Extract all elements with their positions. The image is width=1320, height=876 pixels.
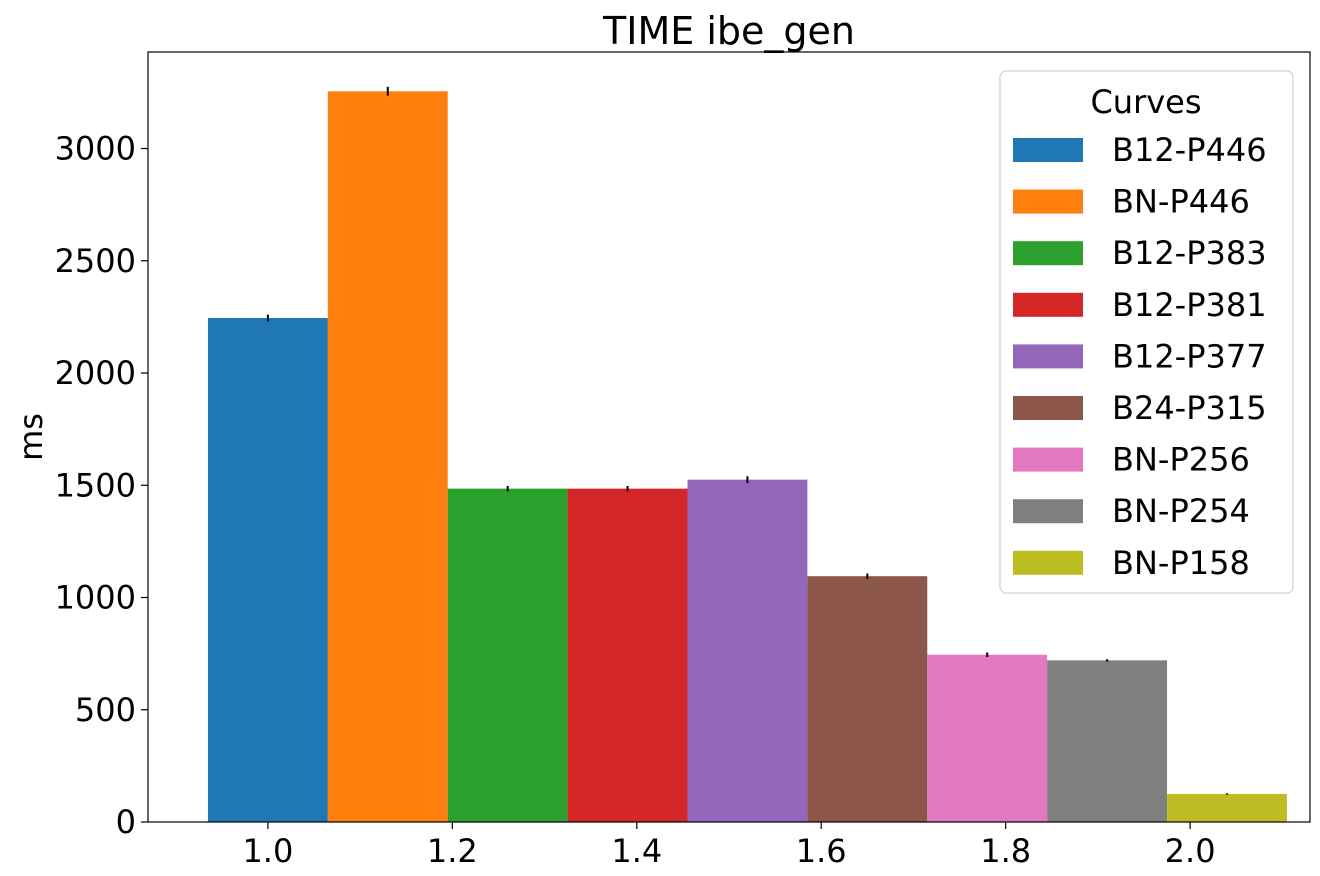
bar-b12-p446 [207,318,328,822]
bar-b12-p383 [447,488,568,822]
legend-swatch-b12-p381 [1013,292,1083,317]
bar-bn-p446 [327,91,448,823]
legend-label-b12-p381: B12-P381 [1112,286,1267,324]
legend-swatch-b12-p377 [1013,344,1083,369]
x-tick-label: 1.0 [242,832,293,870]
legend-swatch-b12-p383 [1013,241,1083,266]
legend-swatch-bn-p446 [1013,189,1083,214]
y-tick-label: 3000 [55,130,136,168]
legend-label-b24-p315: B24-P315 [1112,389,1267,427]
chart-title: TIME ibe_gen [602,9,855,53]
legend-items: B12-P446 BN-P446 B12-P383 B12-P381 B12-P377 B… [1013,131,1267,582]
x-tick-label: 1.2 [427,832,478,870]
bar-bn-p254 [1047,660,1168,822]
x-tick-label: 1.6 [796,832,847,870]
y-axis-label: ms [12,413,50,461]
legend-label-bn-p158: BN-P158 [1112,544,1250,582]
y-tick-label: 2500 [55,242,136,280]
legend-label-b12-p446: B12-P446 [1112,131,1267,169]
legend-label-b12-p383: B12-P383 [1112,234,1267,272]
y-tick-label: 1500 [55,466,136,504]
y-tick-label: 0 [116,803,136,841]
legend: Curves B12-P446BN-P446B12-P383B12-P381B1… [999,70,1294,594]
y-axis: 0 500 1000 1500 2000 2500 3000 [55,130,148,841]
error-bars-group [266,86,1228,795]
x-axis: 1.0 1.2 1.4 1.6 1.8 2.0 [242,822,1216,870]
legend-swatch-bn-p254 [1013,499,1083,524]
y-tick-label: 2000 [55,354,136,392]
bar-b12-p377 [687,479,808,822]
legend-label-bn-p256: BN-P256 [1112,441,1250,479]
legend-swatch-b24-p315 [1013,396,1083,420]
bar-b24-p315 [807,576,928,822]
legend-swatch-b12-p446 [1013,138,1083,162]
x-tick-label: 2.0 [1165,832,1216,870]
legend-label-bn-p254: BN-P254 [1112,492,1250,530]
legend-label-bn-p446: BN-P446 [1112,183,1250,221]
bar-bn-p256 [927,654,1048,822]
legend-swatch-bn-p256 [1013,447,1083,472]
x-tick-label: 1.4 [611,832,662,870]
y-tick-label: 500 [75,691,136,729]
legend-label-b12-p377: B12-P377 [1112,337,1267,375]
bar-b12-p381 [567,488,688,822]
legend-title: Curves [1090,83,1201,121]
plot-frame [147,51,1311,823]
y-tick-label: 1000 [55,579,136,617]
bars-group [207,91,1287,823]
legend-swatch-bn-p158 [1013,550,1083,575]
bar-bn-p158 [1167,793,1287,822]
x-tick-label: 1.8 [980,832,1031,870]
